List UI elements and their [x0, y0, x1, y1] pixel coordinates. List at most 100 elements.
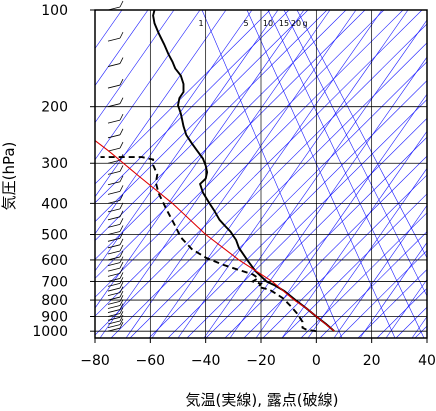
adiabat-line [281, 130, 427, 338]
isotherm-line [95, 10, 423, 336]
wind-barb-flag [119, 31, 124, 39]
y-tick-label: 700 [41, 274, 68, 290]
y-tick-label: 900 [41, 309, 68, 325]
wind-barb-flag [119, 295, 124, 302]
isotherm-line [95, 10, 328, 242]
y-tick-label: 1000 [32, 324, 68, 340]
wind-barb-flag [119, 225, 124, 232]
temperature-line [152, 10, 335, 332]
y-tick-label: 400 [41, 196, 68, 212]
isotherm-line [167, 80, 427, 338]
isotherm-line [95, 10, 385, 298]
wind-barb [107, 181, 121, 186]
adiabat-line [95, 10, 201, 161]
wind-barb-flag [119, 78, 124, 86]
grid-lines [94, 9, 428, 338]
y-tick-label: 200 [41, 100, 68, 116]
adiabat-line [95, 10, 149, 87]
isotherm-line [357, 268, 427, 338]
y-tick-label: 300 [41, 156, 68, 172]
wind-barb-flag [119, 267, 124, 274]
wind-barb [107, 244, 121, 249]
isotherm-line [129, 42, 427, 338]
adiabat-line [307, 167, 427, 338]
mixing-ratio-line [267, 10, 425, 338]
wind-barb [107, 305, 121, 309]
wind-barb-flag [119, 128, 124, 135]
isotherm-line [95, 10, 366, 279]
wind-barb-flag [119, 314, 124, 322]
wind-barb-flag [119, 218, 124, 225]
isotherm-line [338, 250, 427, 338]
wind-barb [107, 84, 121, 89]
wind-barb [107, 171, 121, 175]
wind-barb [107, 37, 121, 42]
wind-barb [107, 256, 121, 261]
isotherm-line [95, 10, 271, 185]
wind-barb-flag [119, 165, 124, 172]
wind-barb [107, 324, 121, 329]
sounding-series [95, 10, 335, 333]
mixing-ratio-label: 10 [263, 19, 273, 28]
adiabat-line [255, 93, 427, 338]
wind-barb [107, 119, 121, 124]
wind-barb [107, 262, 121, 267]
wind-barb-flag [119, 202, 124, 210]
wind-barb-flag [119, 0, 124, 8]
wind-barb [107, 267, 121, 272]
x-tick-label: 20 [363, 353, 381, 369]
x-axis-title: 気温(実線), 露点(破線) [186, 391, 339, 409]
wind-barb-flag [119, 232, 124, 239]
wind-barb-flag [119, 322, 124, 329]
wind-barb-flag [119, 250, 124, 258]
wind-barb [107, 320, 121, 325]
mixing-ratio-label: 15 [279, 19, 289, 28]
wind-barb [107, 278, 121, 282]
wind-barb-flag [119, 57, 124, 64]
mixing-ratio-labels: 1 5 10 15 20 g [198, 19, 307, 28]
wind-barb [107, 313, 121, 317]
isotherm-line [224, 136, 427, 338]
mixing-ratio-line [246, 10, 396, 338]
x-tick-label: −80 [80, 353, 110, 369]
x-axis: −80 −60 −40 −20 0 20 40 [80, 338, 436, 369]
x-tick-label: −60 [136, 353, 166, 369]
wind-barb [107, 223, 121, 228]
x-tick-label: 40 [418, 353, 436, 369]
mixing-ratio-label: 1 [198, 19, 203, 28]
wind-barb-flag [119, 299, 124, 306]
wind-barb-flag [119, 277, 124, 284]
mixing-ratio-line [283, 10, 427, 297]
wind-barb-flag [119, 303, 124, 310]
x-tick-label: −20 [246, 353, 276, 369]
wind-barb [107, 190, 121, 195]
adiabat-line [333, 204, 427, 338]
wind-barb-flag [119, 281, 124, 289]
wind-barb-flag [119, 244, 124, 252]
wind-barb-flag [119, 256, 124, 263]
isotherm-line [95, 10, 290, 204]
y-tick-label: 500 [41, 228, 68, 244]
dewpoint-line [100, 156, 317, 333]
y-tick-label: 800 [41, 293, 68, 309]
wind-barb [107, 216, 121, 221]
wind-barb-flag [119, 97, 124, 104]
wind-barb [107, 231, 121, 235]
wind-barb [107, 103, 121, 108]
wind-barb-flag [119, 194, 124, 201]
adiabat-line [411, 316, 427, 338]
wind-barb-flag [119, 311, 124, 318]
y-axis-title: 気圧(hPa) [0, 142, 18, 211]
isotherm-line [95, 10, 404, 317]
wind-barb-flag [119, 185, 124, 192]
wind-barb-flag [119, 318, 124, 325]
adiabat-line [95, 10, 279, 272]
wind-barb [107, 327, 121, 332]
wind-barb-flag [119, 261, 124, 269]
adiabat-line [99, 10, 331, 338]
isotherm-line [319, 231, 427, 338]
mixing-ratio-label: 20 [291, 19, 301, 28]
isotherm-line [95, 10, 347, 260]
